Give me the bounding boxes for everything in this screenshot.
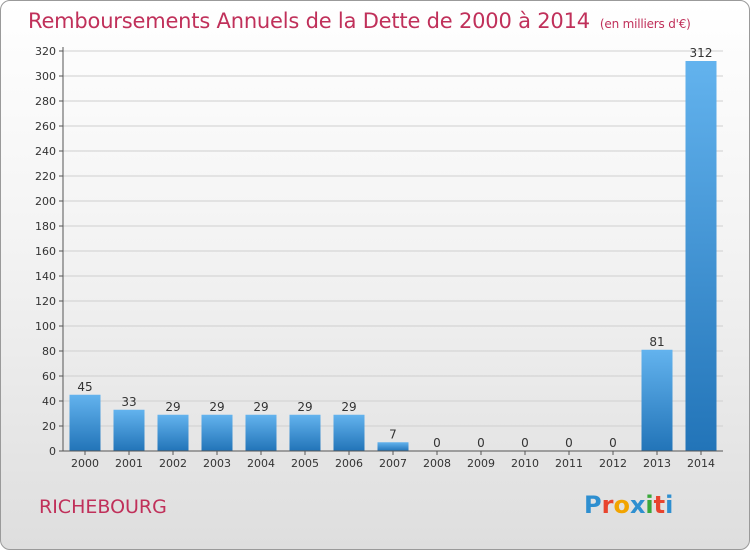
x-tick-label-2002: 2002 [159, 457, 187, 470]
y-tick-label: 0 [49, 445, 56, 458]
x-tick-label-2011: 2011 [555, 457, 583, 470]
y-tick-label: 180 [35, 220, 56, 233]
data-label-2005: 29 [297, 400, 312, 414]
data-label-2014: 312 [690, 46, 713, 60]
bar-2007 [377, 442, 409, 451]
logo-letter: i [665, 491, 674, 519]
x-tick-label-2007: 2007 [379, 457, 407, 470]
grid-lines [63, 50, 723, 427]
bar-2014 [685, 61, 717, 451]
data-label-2013: 81 [649, 335, 664, 349]
x-tick-label-2010: 2010 [511, 457, 539, 470]
x-tick-label-2008: 2008 [423, 457, 451, 470]
data-label-2006: 29 [341, 400, 356, 414]
bars [69, 61, 717, 451]
y-tick-label: 200 [35, 195, 56, 208]
data-label-2010: 0 [521, 436, 529, 450]
bar-2013 [641, 349, 673, 451]
logo-letter: r [601, 491, 614, 519]
data-label-2002: 29 [165, 400, 180, 414]
data-label-2011: 0 [565, 436, 573, 450]
data-label-2004: 29 [253, 400, 268, 414]
x-tick-label-2001: 2001 [115, 457, 143, 470]
bar-2005 [289, 414, 321, 451]
bar-2004 [245, 414, 277, 451]
y-tick-label: 100 [35, 320, 56, 333]
data-label-2007: 7 [389, 427, 397, 441]
y-tick-label: 300 [35, 70, 56, 83]
bar-2003 [201, 414, 233, 451]
logo-letter: x [629, 491, 646, 519]
y-tick-label: 160 [35, 245, 56, 258]
data-label-2009: 0 [477, 436, 485, 450]
logo-letter: o [613, 491, 630, 519]
x-tick-label-2006: 2006 [335, 457, 363, 470]
data-label-2001: 33 [121, 395, 136, 409]
data-label-2008: 0 [433, 436, 441, 450]
axes [62, 47, 723, 452]
y-tick-label: 280 [35, 95, 56, 108]
x-tick-label-2004: 2004 [247, 457, 275, 470]
y-tick-label: 80 [42, 345, 56, 358]
x-tick-label-2014: 2014 [687, 457, 715, 470]
logo-letter: P [584, 491, 602, 519]
x-tick-label-2003: 2003 [203, 457, 231, 470]
y-tick-label: 320 [35, 45, 56, 58]
data-labels: 45 33 29 29 29 29 29 7 0 0 0 0 0 81 312 [77, 46, 712, 450]
x-tick-label-2012: 2012 [599, 457, 627, 470]
x-tick-label-2013: 2013 [643, 457, 671, 470]
y-tick-label: 260 [35, 120, 56, 133]
chart-subtitle: (en milliers d'€) [599, 17, 691, 31]
bar-2002 [157, 414, 189, 451]
y-tick-label: 140 [35, 270, 56, 283]
proxiti-logo: Proxiti [584, 491, 673, 519]
y-tick-label: 120 [35, 295, 56, 308]
x-tick-label-2000: 2000 [71, 457, 99, 470]
y-tick-label: 220 [35, 170, 56, 183]
y-tick-label: 20 [42, 420, 56, 433]
y-tick-label: 40 [42, 395, 56, 408]
chart-title-text: Remboursements Annuels de la Dette de 20… [28, 9, 590, 33]
x-tick-label-2009: 2009 [467, 457, 495, 470]
y-tick-label: 60 [42, 370, 56, 383]
data-label-2012: 0 [609, 436, 617, 450]
chart-title: Remboursements Annuels de la Dette de 20… [28, 9, 691, 33]
y-tick-label: 240 [35, 145, 56, 158]
commune-name: RICHEBOURG [39, 496, 167, 518]
data-label-2003: 29 [209, 400, 224, 414]
logo-letter: i [645, 491, 654, 519]
x-tick-label-2005: 2005 [291, 457, 319, 470]
bar-2006 [333, 414, 365, 451]
data-label-2000: 45 [77, 380, 92, 394]
x-axis-ticks: 2000 2001 2002 2003 2004 2005 2006 2007 2008 2009… [71, 451, 715, 470]
y-axis-ticks: 0 20 40 60 80 100 120 140 160 180 200 220 240 260 280 3… [35, 45, 63, 458]
bar-2000 [69, 394, 101, 451]
bar-2001 [113, 409, 145, 451]
logo-letter: t [653, 491, 666, 519]
